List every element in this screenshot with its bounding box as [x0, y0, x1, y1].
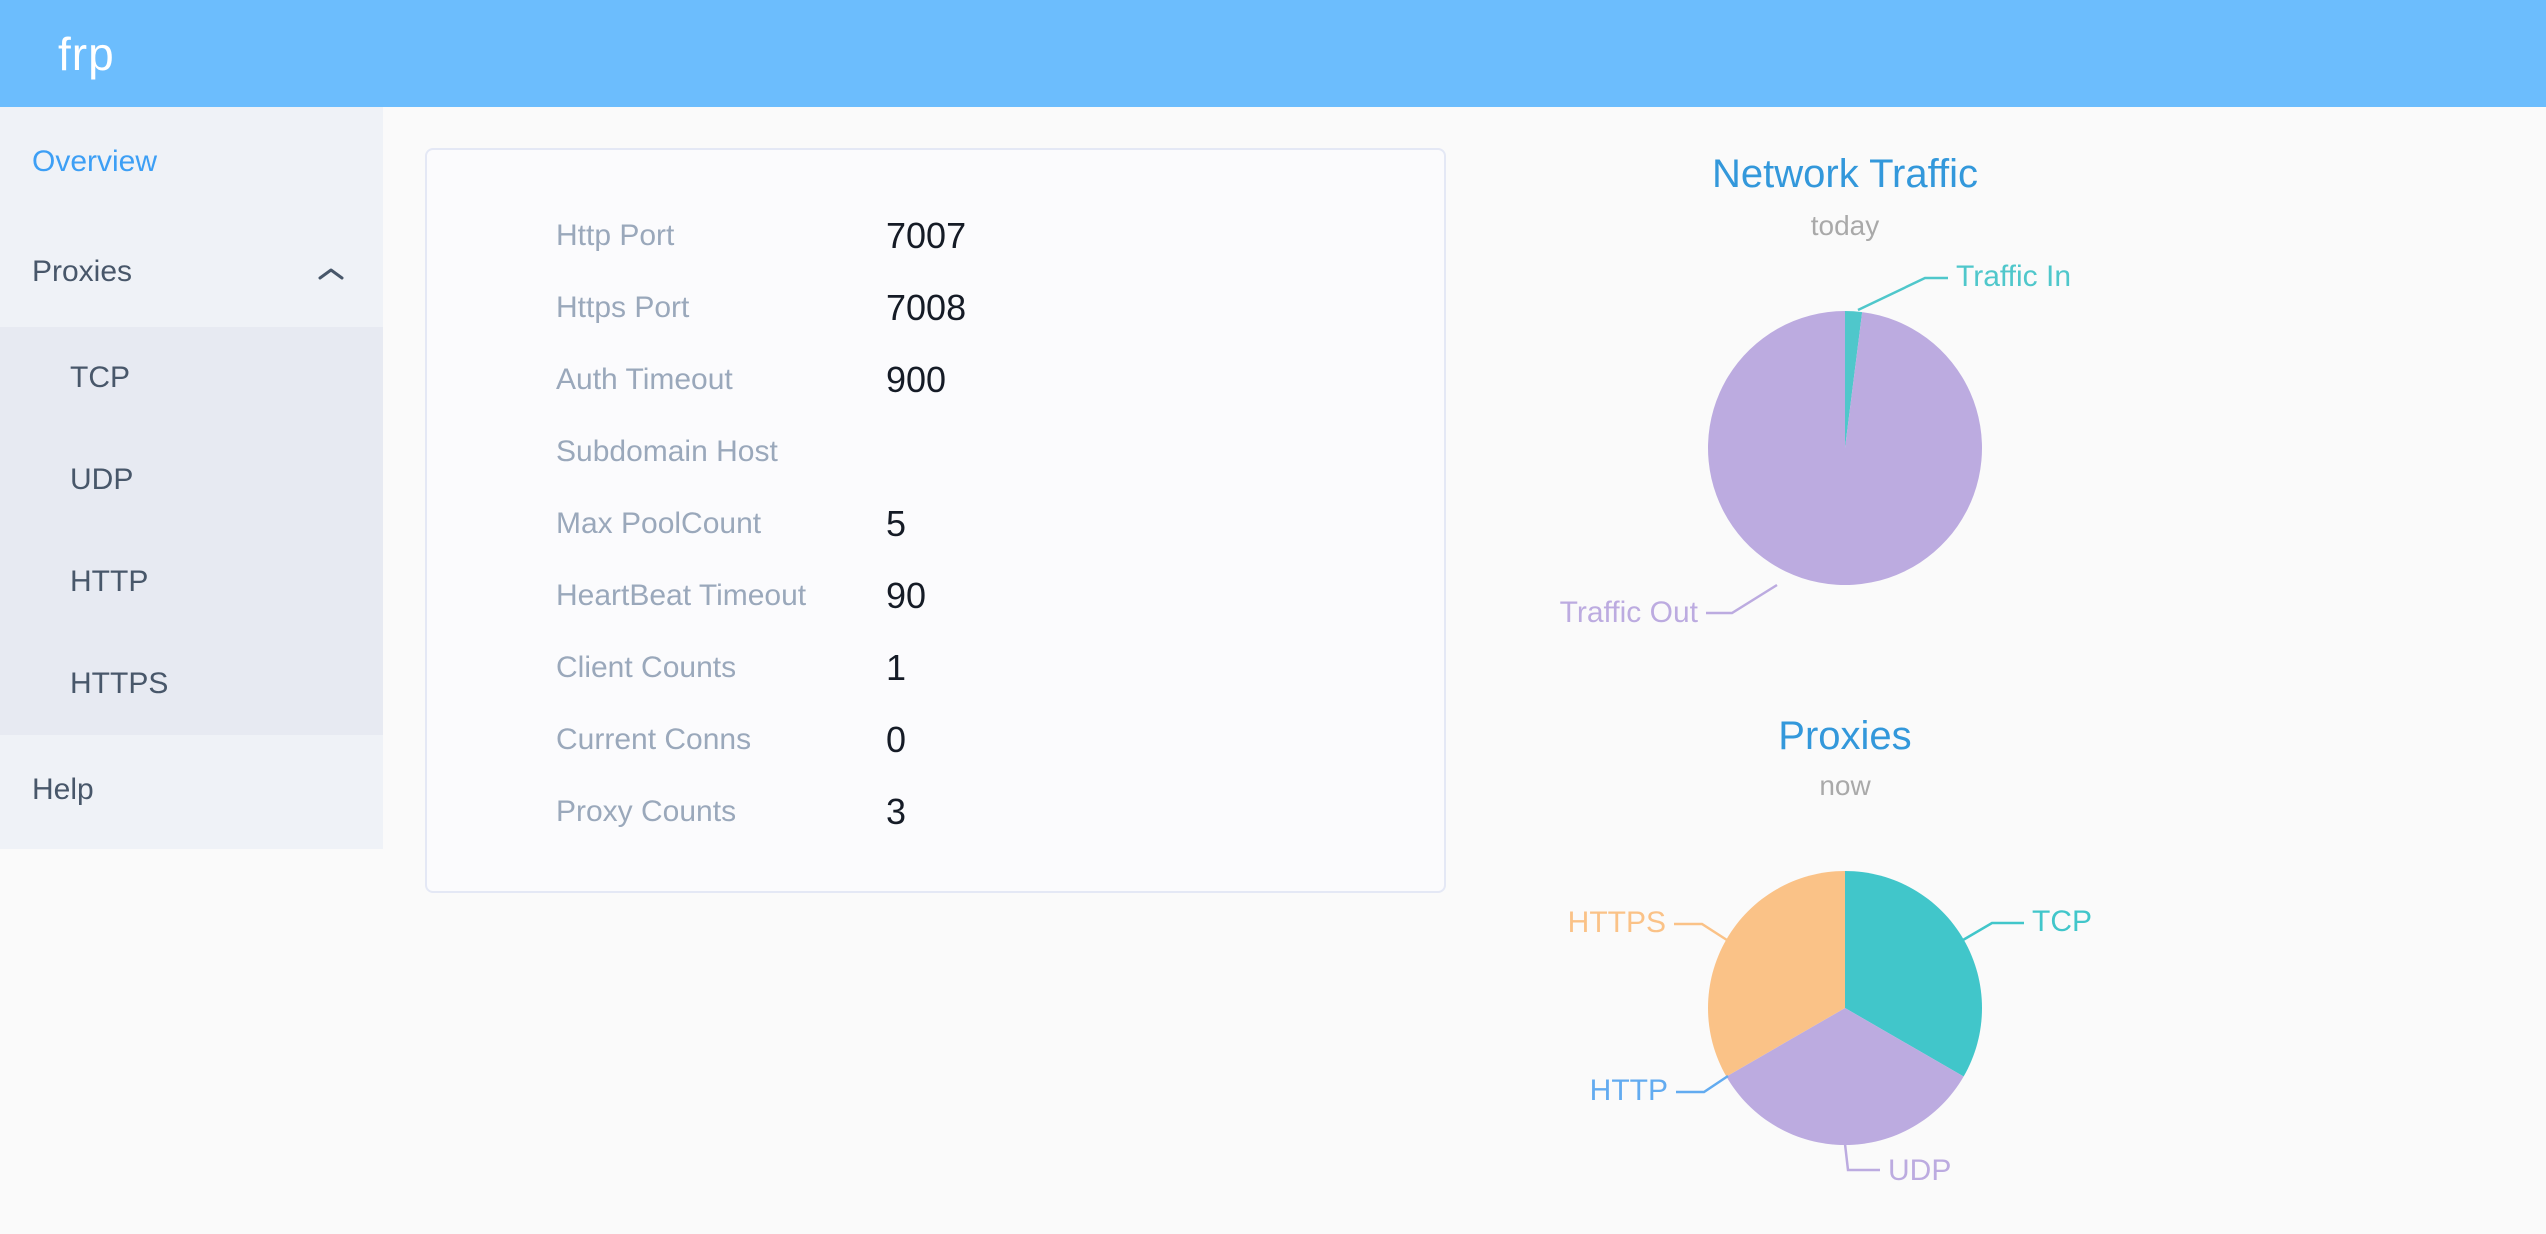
config-label: Https Port: [556, 291, 690, 324]
proxies-chart-subtitle: now: [1819, 770, 1871, 801]
leader-line-https: [1674, 922, 1731, 944]
config-row: Http Port 7007: [427, 200, 1444, 272]
sidebar-item-http[interactable]: HTTP: [0, 531, 383, 633]
sidebar-item-label: Overview: [32, 145, 158, 178]
sidebar-item-label: UDP: [70, 463, 134, 496]
config-label: Max PoolCount: [556, 507, 762, 540]
sidebar-item-label: HTTP: [70, 565, 149, 598]
config-row: Current Conns 0: [427, 704, 1444, 776]
sidebar-submenu-proxies: TCP UDP HTTP HTTPS: [0, 327, 383, 735]
config-label: Current Conns: [556, 723, 752, 756]
leader-line-tcp: [1962, 921, 2024, 942]
sidebar-item-label: HTTPS: [70, 667, 169, 700]
pie-label-udp: UDP: [1888, 1154, 1951, 1187]
sidebar-item-label: TCP: [70, 361, 130, 394]
pie-slice-udp[interactable]: [1726, 1008, 1964, 1145]
pie-label-https: HTTPS: [1568, 906, 1666, 939]
app-header: frp: [0, 0, 2546, 107]
network-traffic-subtitle: today: [1810, 210, 1880, 241]
sidebar-item-https[interactable]: HTTPS: [0, 633, 383, 735]
config-row: HeartBeat Timeout 90: [427, 560, 1444, 632]
frp-logo: frp: [58, 27, 115, 80]
config-row: Auth Timeout 900: [427, 344, 1444, 416]
pie-label-traffic-in: Traffic In: [1956, 260, 2071, 293]
sidebar-item-udp[interactable]: UDP: [0, 429, 383, 531]
network-traffic-title: Network Traffic: [1712, 152, 1978, 196]
sidebar-item-overview[interactable]: Overview: [0, 107, 383, 217]
config-value: 7007: [886, 215, 967, 256]
chevron-up-icon: [318, 268, 344, 280]
pie-label-tcp: TCP: [2032, 905, 2092, 938]
sidebar-item-label: Help: [32, 773, 94, 806]
config-label: Client Counts: [556, 651, 737, 684]
config-row: Subdomain Host: [427, 416, 1444, 488]
config-value: 1: [886, 647, 907, 688]
network-traffic-pie[interactable]: Traffic In Traffic Out: [1500, 250, 2200, 670]
config-value: 90: [886, 575, 927, 616]
sidebar: Overview Proxies TCP UDP HTTP HTTPS Help: [0, 107, 383, 849]
server-info-card: Http Port 7007 Https Port 7008 Auth Time…: [425, 148, 1446, 893]
proxies-chart-title: Proxies: [1778, 714, 1912, 758]
sidebar-item-tcp[interactable]: TCP: [0, 327, 383, 429]
pie-slice-https[interactable]: [1708, 871, 1845, 1077]
sidebar-item-label: Proxies: [32, 255, 133, 288]
config-value: 5: [886, 503, 907, 544]
leader-line-traffic-in: [1857, 276, 1948, 312]
config-row: Client Counts 1: [427, 632, 1444, 704]
pie-slice-traffic-out[interactable]: [1708, 311, 1982, 585]
sidebar-item-proxies[interactable]: Proxies: [0, 217, 383, 327]
proxies-pie[interactable]: TCP UDP HTTP HTTPS: [1500, 830, 2200, 1234]
sidebar-item-help[interactable]: Help: [0, 735, 383, 845]
config-label: Proxy Counts: [556, 795, 737, 828]
leader-line-udp: [1843, 1143, 1880, 1172]
config-label: HeartBeat Timeout: [556, 579, 807, 612]
pie-label-http: HTTP: [1590, 1074, 1668, 1107]
config-row: Max PoolCount 5: [427, 488, 1444, 560]
config-label: Auth Timeout: [556, 363, 733, 396]
config-label: Http Port: [556, 219, 675, 252]
config-value: 900: [886, 359, 947, 400]
config-value: 7008: [886, 287, 967, 328]
config-row: Https Port 7008: [427, 272, 1444, 344]
pie-slice-tcp[interactable]: [1845, 871, 1982, 1077]
leader-line-http: [1676, 1074, 1729, 1094]
config-value: 0: [886, 719, 907, 760]
config-row: Proxy Counts 3: [427, 776, 1444, 848]
config-value: 3: [886, 791, 907, 832]
config-label: Subdomain Host: [556, 435, 778, 468]
leader-line-traffic-out: [1706, 583, 1778, 615]
pie-slice-traffic-in[interactable]: [1845, 311, 1863, 448]
pie-label-traffic-out: Traffic Out: [1560, 596, 1699, 629]
